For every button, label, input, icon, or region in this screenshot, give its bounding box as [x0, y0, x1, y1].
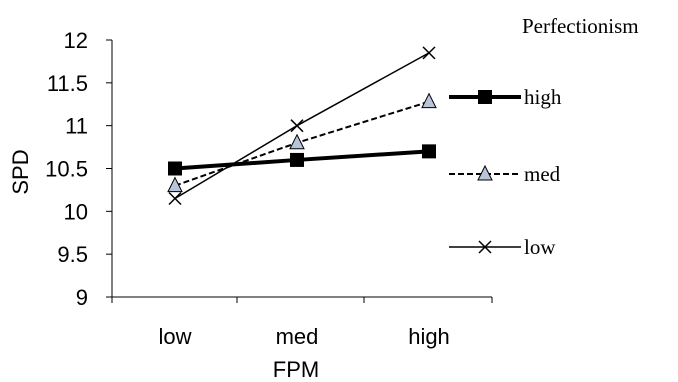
x-tick-label: high [408, 324, 450, 349]
y-tick-label: 11.5 [47, 71, 88, 96]
data-point-high [422, 144, 436, 159]
y-tick-label: 11 [65, 114, 88, 139]
data-point-high [290, 152, 304, 167]
x-axis-title: FPM [273, 357, 319, 382]
series-line-low [174, 52, 430, 200]
series-layer [167, 46, 437, 206]
legend-item-low: low [449, 235, 556, 259]
y-tick-label: 12 [64, 28, 88, 53]
legend-label-high: high [524, 85, 562, 109]
data-point-med [289, 133, 305, 150]
x-axis-ticks: low med high [111, 297, 493, 349]
legend-marker-low [478, 240, 492, 254]
data-point-high [168, 161, 182, 176]
data-point-low [168, 191, 182, 206]
legend-label-low: low [524, 235, 556, 259]
x-tick-label: low [158, 324, 191, 349]
legend-item-med: med [449, 162, 561, 186]
y-axis-title: SPD [8, 149, 33, 194]
legend-title: Perfectionism [522, 14, 639, 38]
legend-marker-med [477, 164, 493, 181]
y-axis-ticks: 9 9.5 10 10.5 11 11.5 12 [45, 28, 112, 310]
y-tick-label: 10 [64, 199, 88, 224]
data-point-low [290, 119, 304, 133]
y-tick-label: 9 [76, 285, 88, 310]
x-tick-label: med [276, 324, 319, 349]
series-line-med [174, 100, 430, 187]
legend-marker-high [478, 90, 492, 104]
data-point-med [421, 92, 437, 109]
legend-item-high: high [449, 85, 562, 109]
legend: high med low [449, 85, 562, 259]
series-low [168, 46, 436, 206]
data-point-med [167, 176, 183, 193]
legend-label-med: med [524, 162, 561, 186]
data-point-low [422, 46, 436, 60]
y-tick-label: 10.5 [45, 157, 88, 182]
series-med [167, 92, 437, 193]
series-high [168, 144, 436, 176]
y-tick-label: 9.5 [57, 242, 88, 267]
